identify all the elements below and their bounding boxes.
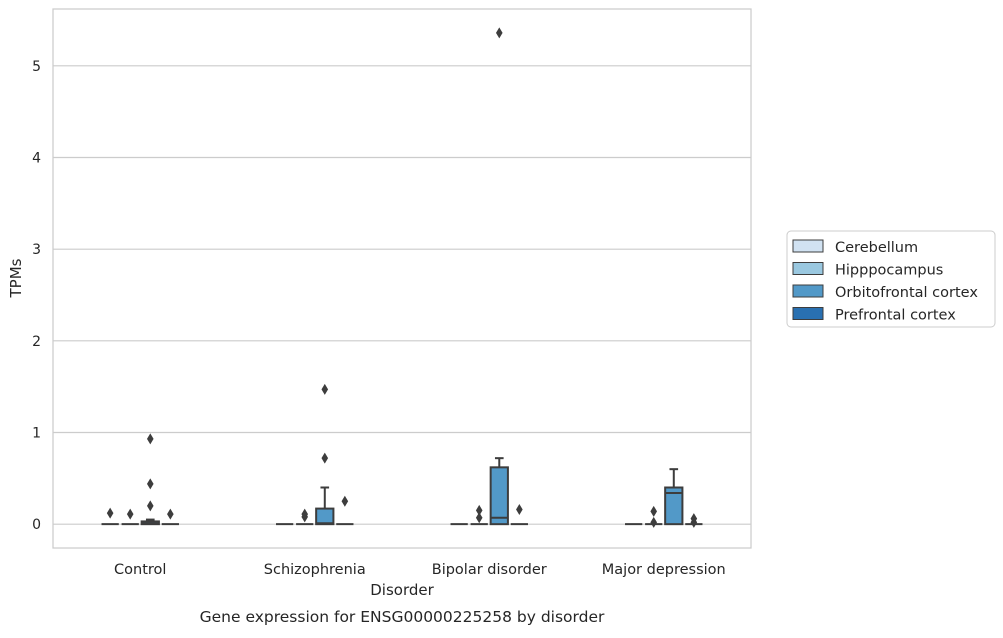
chart-caption: Gene expression for ENSG00000225258 by d… [200,608,605,626]
x-tick-label: Schizophrenia [264,562,366,578]
axes-frame [52,8,752,549]
outlier-point [126,508,134,520]
outlier-point [650,505,658,517]
outlier-point [650,516,658,528]
y-tick-label: 3 [32,242,41,258]
box [664,486,684,526]
legend-swatch [792,284,824,298]
legend-label: Prefrontal cortex [835,308,956,324]
y-tick-label: 1 [32,426,41,442]
legend-label: Cerebellum [835,240,918,256]
legend-frame [786,230,996,328]
outlier-point [516,504,523,515]
x-tick-label: Control [114,562,166,578]
y-tick-labels: 0 1 2 3 4 5 [32,59,41,533]
outlier-point [301,508,309,520]
y-axis-label: TPMs [7,258,25,298]
legend-swatch [792,239,824,253]
outlier-point [321,383,329,395]
outlier-point [475,512,483,524]
outlier-point [495,27,503,39]
y-tick-label: 0 [32,517,41,533]
outlier-point [341,495,349,507]
outlier-point [146,500,154,512]
legend-swatch [792,262,824,275]
legend-label: Hipppocampus [835,263,943,279]
outlier-point [106,507,114,519]
y-tick-label: 4 [32,151,41,167]
outlier-point [321,452,329,464]
outlier-point [146,478,154,490]
x-axis-label: Disorder [370,581,434,599]
outlier-point [475,504,483,516]
legend: Cerebellum Hipppocampus Orbitofrontal cort… [786,230,996,328]
outlier-point [690,513,698,525]
x-tick-labels: Control Schizophrenia Bipolar disorder Majo… [114,562,726,578]
x-tick-label: Major depression [602,562,726,578]
outlier-point [167,508,174,520]
box [315,507,335,526]
legend-label: Orbitofrontal cortex [835,285,978,301]
box [489,466,509,526]
y-tick-label: 5 [32,59,41,75]
x-tick-label: Bipolar disorder [432,562,547,578]
plot-area [101,27,703,528]
legend-swatch [792,307,824,320]
outlier-point [146,433,154,445]
y-tick-label: 2 [32,334,41,350]
